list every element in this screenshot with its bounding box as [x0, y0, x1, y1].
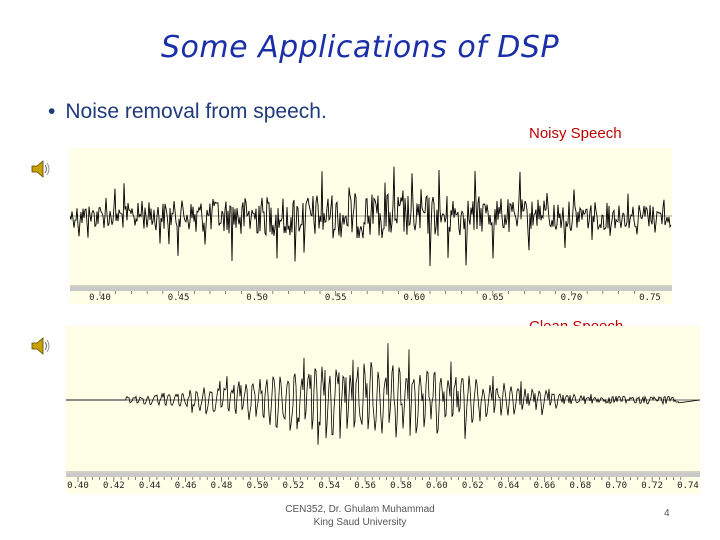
tick-label: 0.50 [247, 481, 269, 491]
tick-label: 0.56 [354, 481, 376, 491]
speaker-icon-noisy[interactable] [30, 158, 52, 180]
tick-label: 0.70 [605, 481, 627, 491]
tick-label: 0.54 [318, 481, 340, 491]
bullet-text: Noise removal from speech. [65, 100, 327, 123]
tick-label: 0.55 [325, 293, 347, 303]
noisy-waveform-panel: 0.40 0.45 0.50 0.55 0.60 0.65 0.70 0.75 [70, 148, 672, 304]
tick-label: 0.44 [139, 481, 161, 491]
tick-label: 0.40 [89, 293, 111, 303]
noisy-speech-label: Noisy Speech [529, 125, 622, 142]
bullet-marker: • [48, 100, 56, 123]
tick-label: 0.40 [67, 481, 89, 491]
tick-label: 0.70 [561, 293, 583, 303]
tick-label: 0.64 [498, 481, 520, 491]
footer-university: King Saud University [313, 517, 407, 528]
tick-label: 0.46 [175, 481, 197, 491]
tick-label: 0.42 [103, 481, 125, 491]
tick-label: 0.60 [403, 293, 425, 303]
tick-label: 0.52 [282, 481, 304, 491]
tick-label: 0.45 [168, 293, 190, 303]
page-number: 4 [664, 508, 670, 519]
tick-label: 0.50 [246, 293, 268, 303]
tick-label: 0.75 [639, 293, 661, 303]
slide-title: Some Applications of DSP [160, 30, 560, 65]
bullet-item: • Noise removal from speech. [48, 100, 327, 124]
footer-credit: CEN352, Dr. Ghulam Muhammad King Saud Un… [250, 503, 470, 529]
tick-label: 0.65 [482, 293, 504, 303]
noisy-waveform: 0.40 0.45 0.50 0.55 0.60 0.65 0.70 0.75 [70, 166, 672, 303]
footer-course: CEN352, Dr. Ghulam Muhammad [285, 504, 435, 515]
tick-label: 0.72 [641, 481, 663, 491]
tick-label: 0.60 [426, 481, 448, 491]
tick-label: 0.74 [677, 481, 699, 491]
tick-label: 0.68 [570, 481, 592, 491]
clean-waveform-panel: 0.40 0.42 0.44 0.46 0.48 0.50 0.52 0.54 0.56 0.58… [66, 326, 700, 494]
clean-waveform: 0.40 0.42 0.44 0.46 0.48 0.50 0.52 0.54 0.56 0.58… [66, 343, 700, 491]
tick-label: 0.62 [462, 481, 484, 491]
tick-label: 0.66 [534, 481, 556, 491]
tick-label: 0.48 [211, 481, 233, 491]
tick-label: 0.58 [390, 481, 412, 491]
speaker-icon-clean[interactable] [30, 335, 52, 357]
